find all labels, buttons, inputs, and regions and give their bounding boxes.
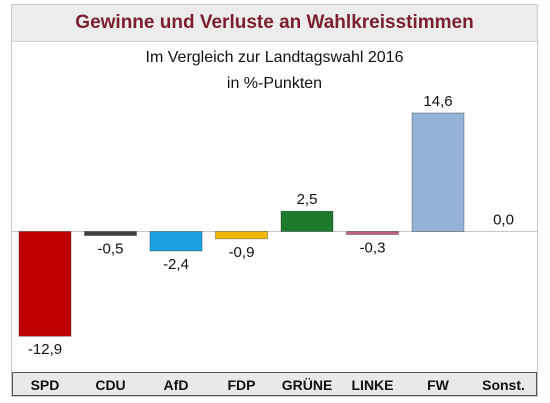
category-label: SPD — [31, 377, 60, 393]
value-label: -0,5 — [98, 241, 124, 258]
value-label: -12,9 — [28, 341, 62, 358]
category-label: GRÜNE — [282, 377, 333, 393]
chart-title: Gewinne und Verluste an Wahlkreisstimmen — [75, 12, 474, 33]
value-label: -0,9 — [229, 244, 255, 261]
bar-grne — [280, 210, 334, 232]
value-label: -2,4 — [163, 256, 189, 273]
chart-subtitle-line1: Im Vergleich zur Landtagswahl 2016 — [145, 49, 404, 66]
title-bar — [12, 5, 537, 42]
bar-cdu — [84, 231, 137, 236]
category-label: FW — [427, 377, 450, 393]
value-label: 14,6 — [423, 93, 452, 110]
value-label: -0,3 — [360, 240, 386, 257]
value-label: 0,0 — [493, 212, 514, 229]
category-label: CDU — [95, 377, 125, 393]
category-axis-bar — [12, 372, 537, 396]
category-label: LINKE — [352, 377, 394, 393]
category-label: Sonst. — [482, 377, 525, 393]
chart-subtitle-line2: in %-Punkten — [226, 75, 323, 92]
bar-linke — [346, 231, 399, 235]
bar-afd — [149, 231, 203, 252]
category-label: FDP — [228, 377, 256, 393]
value-label: 2,5 — [297, 191, 318, 208]
bar-spd — [18, 231, 72, 337]
category-label: AfD — [164, 377, 189, 393]
bar-fw — [411, 112, 465, 232]
chart-frame — [11, 4, 538, 397]
bar-fdp — [215, 231, 268, 240]
